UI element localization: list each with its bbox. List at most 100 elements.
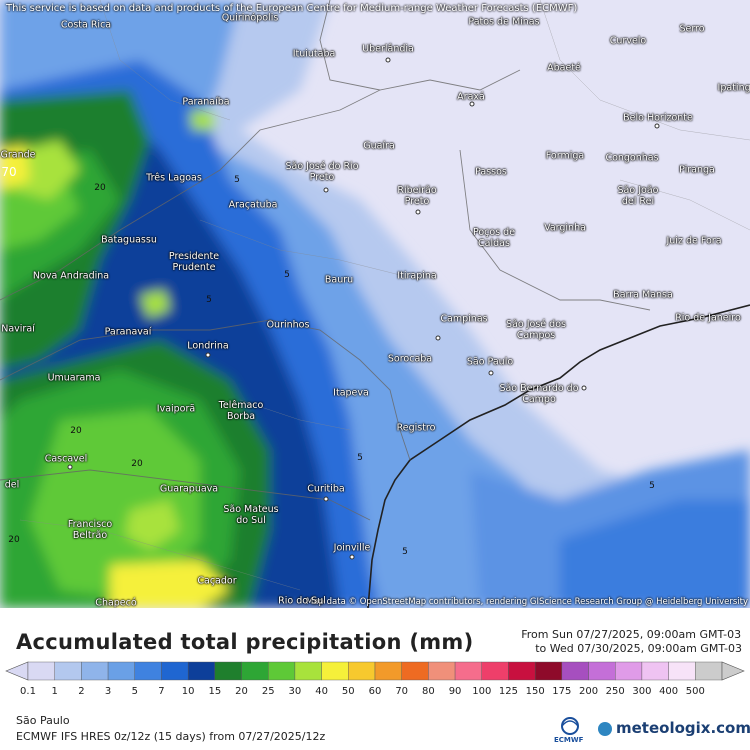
place-label: Sorocaba <box>387 353 433 365</box>
brand-name[interactable]: meteologix.com <box>616 719 750 737</box>
scale-swatch <box>187 661 216 681</box>
city-dot <box>205 352 211 358</box>
scale-tick-label: 7 <box>158 686 165 697</box>
scale-tick-label: 3 <box>104 686 112 697</box>
place-label: Araxá <box>457 91 485 103</box>
color-scale-bar <box>5 661 745 681</box>
place-label: São Mateus do Sul <box>223 504 279 526</box>
scale-swatch <box>321 661 349 681</box>
scale-tick-label: 300 <box>632 686 652 697</box>
scale-swatch <box>294 661 322 681</box>
city-dot <box>469 101 475 107</box>
scale-tick-label: 20 <box>235 686 248 697</box>
contour-label: 5 <box>357 453 363 463</box>
scale-swatch <box>615 661 643 681</box>
scale-tick-label: 250 <box>605 686 625 697</box>
period-from: From Sun 07/27/2025, 09:00am GMT-03 <box>521 628 742 641</box>
map-canvas <box>0 0 750 608</box>
place-label: Poços de Caldas <box>472 227 516 249</box>
city-dot <box>323 187 329 193</box>
place-label: Paranaíba <box>182 96 230 108</box>
scale-swatch <box>454 661 482 681</box>
legend-footer: Accumulated total precipitation (mm) Fro… <box>0 608 750 750</box>
place-label: Cascavel <box>44 453 88 465</box>
place-label: Costa Rica <box>60 19 112 31</box>
scale-swatch <box>348 661 376 681</box>
place-label: Curvelo <box>609 35 647 47</box>
place-label: Congonhas <box>605 152 659 164</box>
scale-tick-label: 175 <box>552 686 572 697</box>
scale-swatch <box>534 661 563 681</box>
place-label: Bataguassu <box>101 234 157 246</box>
place-label: Três Lagoas <box>146 172 202 184</box>
scale-tick-label: 5 <box>131 686 138 697</box>
place-label: Itapeva <box>333 387 369 399</box>
scale-tick-label: 10 <box>181 686 195 697</box>
scale-tick-label: 40 <box>315 686 328 697</box>
place-label: São José dos Campos <box>506 319 566 341</box>
period-to: to Wed 07/30/2025, 09:00am GMT-03 <box>535 642 742 655</box>
scale-swatch <box>54 661 82 681</box>
scale-tick-label: 125 <box>498 686 518 697</box>
scale-swatch <box>695 661 723 681</box>
scale-swatch <box>428 661 456 681</box>
scale-tick-label: 2 <box>78 686 85 697</box>
place-label: Piranga <box>679 164 715 176</box>
place-label: São José do Rio Preto <box>285 161 359 183</box>
place-label: Umuarama <box>47 372 101 384</box>
place-label: Nova Andradina <box>32 270 110 282</box>
place-label: Uberlândia <box>362 43 414 55</box>
contour-label: 70 <box>1 165 17 179</box>
place-label: Ituiutaba <box>292 48 336 60</box>
place-label: Guarapuava <box>159 483 219 495</box>
city-dot <box>581 385 587 391</box>
place-label: Telêmaco Borba <box>218 400 264 422</box>
scale-arrow-left <box>5 661 29 681</box>
contour-label: 20 <box>131 459 143 469</box>
scale-swatch <box>81 661 109 681</box>
model-run-info: ECMWF IFS HRES 0z/12z (15 days) from 07/… <box>16 730 326 743</box>
place-label: Juiz de Fora <box>666 235 722 247</box>
scale-tick-label: 25 <box>261 686 275 697</box>
region-name: São Paulo <box>16 714 70 727</box>
city-dot <box>349 554 355 560</box>
contour-label: 20 <box>8 535 20 545</box>
scale-swatch <box>27 661 55 681</box>
scale-swatch <box>268 661 296 681</box>
ecmwf-logo-icon <box>561 717 579 735</box>
city-dot <box>488 370 494 376</box>
city-dot <box>415 209 421 215</box>
scale-tick-label: 400 <box>659 686 679 697</box>
precipitation-map[interactable]: This service is based on data and produc… <box>0 0 750 608</box>
scale-swatch <box>641 661 669 681</box>
place-label: São Bernardo do Campo <box>499 383 579 405</box>
contour-label: 5 <box>649 481 655 491</box>
place-label: Bauru <box>324 274 354 286</box>
scale-tick-label: 50 <box>341 686 355 697</box>
city-dot <box>385 57 391 63</box>
scale-swatch <box>107 661 135 681</box>
place-label: Francisco Beltrão <box>67 519 113 541</box>
place-label: Abaeté <box>547 62 581 74</box>
map-attribution[interactable]: Map data © OpenStreetMap contributors, r… <box>306 597 748 607</box>
meteologix-logo-icon <box>598 722 612 736</box>
place-label: Varginha <box>544 222 586 234</box>
place-label: Rio do Sul <box>278 595 326 607</box>
place-label: Caçador <box>197 575 237 587</box>
scale-swatch <box>588 661 616 681</box>
scale-tick-label: 150 <box>525 686 545 697</box>
place-label: Guaíra <box>363 140 395 152</box>
place-label: Quirinópolis <box>221 12 279 24</box>
scale-tick-label: 90 <box>448 686 462 697</box>
place-label: Rio de Janeiro <box>675 312 741 324</box>
place-label: del <box>4 479 20 491</box>
contour-label: 5 <box>284 270 290 280</box>
place-label: Belo Horizonte <box>623 112 693 124</box>
place-label: Campinas <box>440 313 488 325</box>
contour-label: 20 <box>70 426 82 436</box>
scale-swatch <box>668 661 696 681</box>
place-label: Naviraí <box>1 323 35 335</box>
scale-tick-labels: 0.1 1 2 3 5 7 10 15 20 25 30 40 50 60 70 80 90 100 125 150 1… <box>0 686 750 700</box>
scale-tick-label: 60 <box>368 686 382 697</box>
scale-tick-label: 0.1 <box>20 686 36 697</box>
